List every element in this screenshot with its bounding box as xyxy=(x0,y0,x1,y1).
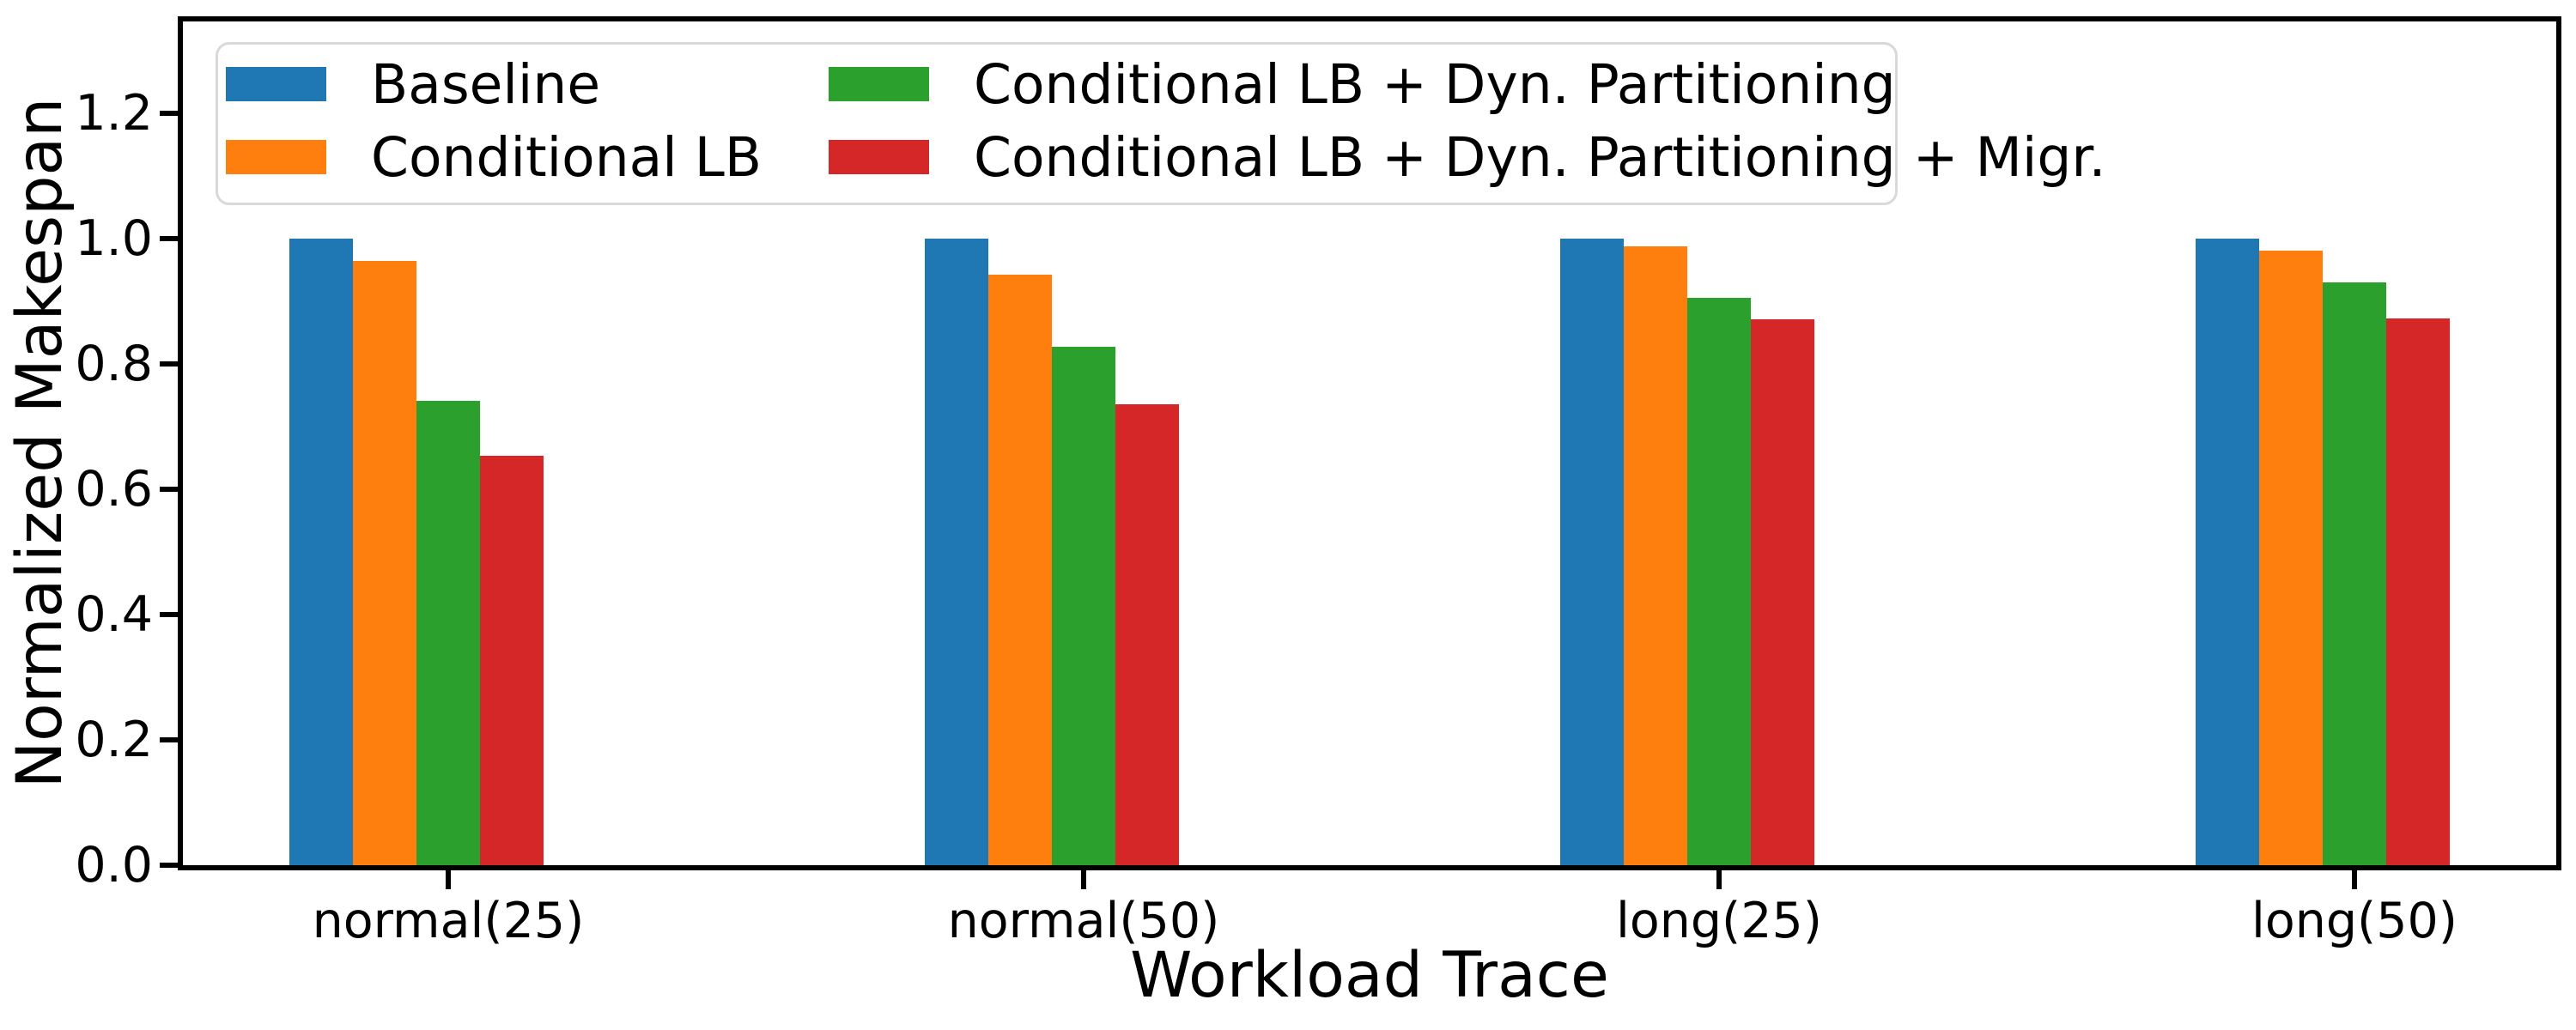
y-tick-label: 0.2 xyxy=(75,711,153,768)
bar-normal(25)-series-2 xyxy=(416,401,480,865)
legend-label-series-1: Conditional LB xyxy=(371,125,762,189)
bar-long(50)-series-2 xyxy=(2323,282,2386,865)
legend-swatch-series-2 xyxy=(829,67,929,101)
y-tick-mark xyxy=(160,612,178,617)
bar-long(25)-series-3 xyxy=(1751,319,1814,865)
x-tick-label-long(50): long(50) xyxy=(2251,893,2458,949)
legend-label-series-3: Conditional LB + Dyn. Partitioning + Mig… xyxy=(974,125,2106,189)
x-tick-label-long(25): long(25) xyxy=(1615,893,1823,949)
x-tick-label-normal(25): normal(25) xyxy=(312,893,585,949)
y-tick-label: 1.0 xyxy=(75,209,153,267)
bar-normal(50)-series-2 xyxy=(1052,347,1115,865)
x-axis-label: Workload Trace xyxy=(1130,939,1609,1012)
bar-long(25)-series-2 xyxy=(1687,298,1751,865)
y-tick-label: 0.4 xyxy=(75,585,153,643)
x-tick-mark xyxy=(2352,870,2357,889)
y-tick-label: 0.0 xyxy=(75,836,153,894)
y-tick-label: 0.8 xyxy=(75,335,153,392)
legend-label-series-0: Baseline xyxy=(371,52,601,116)
legend-swatch-series-1 xyxy=(226,140,326,174)
bar-long(50)-series-0 xyxy=(2196,239,2259,865)
y-tick-mark xyxy=(160,863,178,868)
legend-label-series-2: Conditional LB + Dyn. Partitioning xyxy=(974,52,1896,116)
y-tick-label: 1.2 xyxy=(75,84,153,142)
x-tick-label-normal(50): normal(50) xyxy=(947,893,1220,949)
legend-swatch-series-0 xyxy=(226,67,326,101)
y-tick-mark xyxy=(160,487,178,492)
legend-swatch-series-3 xyxy=(829,140,929,174)
bar-normal(25)-series-0 xyxy=(289,239,353,865)
x-tick-mark xyxy=(1716,870,1722,889)
bar-normal(25)-series-3 xyxy=(480,456,544,865)
bar-normal(50)-series-3 xyxy=(1115,404,1179,865)
y-tick-mark xyxy=(160,236,178,241)
bar-long(50)-series-3 xyxy=(2386,318,2450,865)
y-axis-label: Normalized Makespan xyxy=(3,97,76,789)
bar-normal(50)-series-0 xyxy=(925,239,988,865)
bar-long(50)-series-1 xyxy=(2259,251,2323,865)
y-tick-label: 0.6 xyxy=(75,460,153,518)
legend xyxy=(216,42,1898,205)
bar-normal(50)-series-1 xyxy=(988,275,1052,865)
bar-long(25)-series-1 xyxy=(1624,246,1687,865)
y-tick-mark xyxy=(160,737,178,742)
bar-long(25)-series-0 xyxy=(1560,239,1624,865)
x-tick-mark xyxy=(446,870,451,889)
bar-normal(25)-series-1 xyxy=(353,261,416,865)
y-tick-mark xyxy=(160,111,178,116)
y-tick-mark xyxy=(160,361,178,367)
x-tick-mark xyxy=(1081,870,1086,889)
